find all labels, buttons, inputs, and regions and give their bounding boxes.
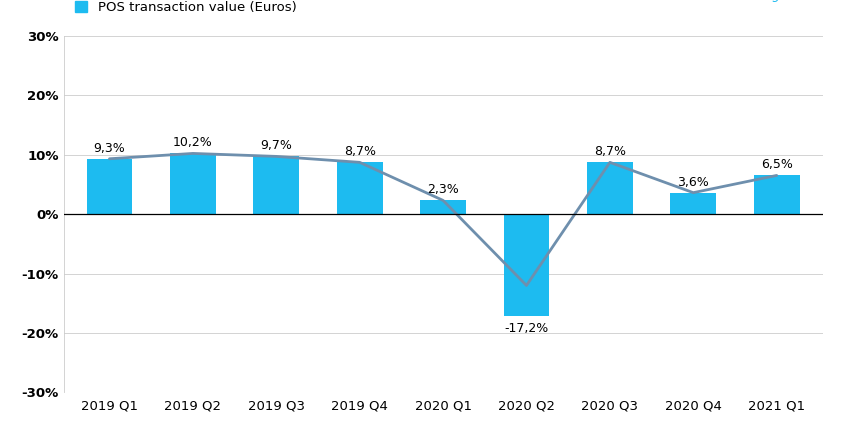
Text: 9,7%: 9,7% (260, 139, 293, 152)
Text: 8,7%: 8,7% (594, 145, 626, 158)
Bar (671, 193, 717, 214)
Bar (504, 214, 550, 316)
Text: rankingslatam: rankingslatam (734, 0, 823, 2)
Text: 10,2%: 10,2% (173, 136, 213, 149)
Text: 8,7%: 8,7% (343, 145, 376, 158)
Bar (420, 200, 466, 214)
Bar (254, 157, 299, 214)
Text: 9,3%: 9,3% (93, 142, 126, 155)
Text: 2,3%: 2,3% (427, 183, 459, 196)
Text: 3,6%: 3,6% (678, 176, 709, 189)
Text: 6,5%: 6,5% (761, 158, 793, 171)
Legend: POS transaction value (Euros): POS transaction value (Euros) (70, 0, 302, 20)
Bar (170, 153, 215, 214)
Bar (587, 162, 633, 214)
Bar (337, 162, 382, 214)
Bar (754, 175, 800, 214)
Bar (86, 159, 132, 214)
Text: -17,2%: -17,2% (505, 322, 549, 335)
